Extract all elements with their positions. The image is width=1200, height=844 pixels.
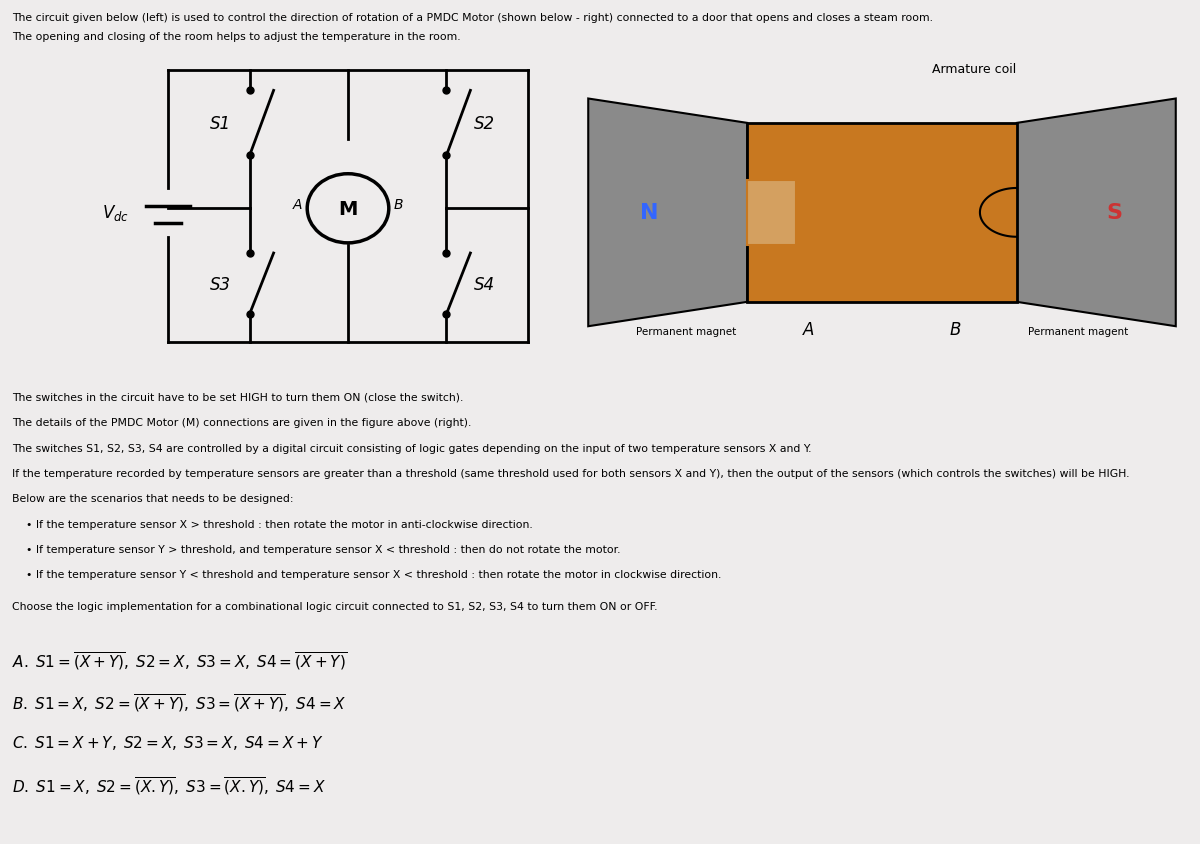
Text: $D.\;S1 = X,\;S2 = \overline{(X.Y)},\;S3 = \overline{(X.Y)},\;S4 = X$: $D.\;S1 = X,\;S2 = \overline{(X.Y)},\;S3… — [12, 775, 326, 798]
Text: The switches in the circuit have to be set HIGH to turn them ON (close the switc: The switches in the circuit have to be s… — [12, 392, 463, 403]
Text: A: A — [293, 198, 302, 212]
Polygon shape — [748, 181, 797, 246]
Text: M: M — [338, 199, 358, 219]
Text: The switches S1, S2, S3, S4 are controlled by a digital circuit consisting of lo: The switches S1, S2, S3, S4 are controll… — [12, 443, 811, 453]
Text: N: N — [640, 203, 659, 223]
Text: S2: S2 — [474, 115, 496, 133]
Text: • If temperature sensor Y > threshold, and temperature sensor X < threshold : th: • If temperature sensor Y > threshold, a… — [26, 544, 620, 555]
Text: A: A — [803, 321, 815, 338]
Polygon shape — [1016, 100, 1176, 327]
Text: B: B — [394, 198, 403, 212]
Polygon shape — [588, 100, 748, 327]
Text: Armature coil: Armature coil — [931, 62, 1016, 76]
Text: $V_{dc}$: $V_{dc}$ — [102, 203, 128, 223]
Text: S3: S3 — [210, 275, 232, 293]
Text: S4: S4 — [474, 275, 496, 293]
Text: The details of the PMDC Motor (M) connections are given in the figure above (rig: The details of the PMDC Motor (M) connec… — [12, 418, 472, 428]
Text: B: B — [949, 321, 961, 338]
Text: Permanent magnet: Permanent magnet — [636, 327, 737, 337]
Text: The circuit given below (left) is used to control the direction of rotation of a: The circuit given below (left) is used t… — [12, 13, 934, 23]
Polygon shape — [748, 124, 1016, 302]
Text: S: S — [1106, 203, 1122, 223]
Text: S1: S1 — [210, 115, 232, 133]
Text: • If the temperature sensor Y < threshold and temperature sensor X < threshold :: • If the temperature sensor Y < threshol… — [26, 570, 721, 580]
Text: Below are the scenarios that needs to be designed:: Below are the scenarios that needs to be… — [12, 494, 294, 504]
Text: $B.\;S1 = X,\;S2 = \overline{(X+Y)},\;S3 = \overline{(X+Y)},\;S4 = X$: $B.\;S1 = X,\;S2 = \overline{(X+Y)},\;S3… — [12, 691, 347, 714]
Text: Permanent magent: Permanent magent — [1027, 327, 1128, 337]
Text: $C.\;S1 = X+Y,\;S2 = X,\;S3 = X,\;S4 = X+Y$: $C.\;S1 = X+Y,\;S2 = X,\;S3 = X,\;S4 = X… — [12, 733, 324, 751]
Text: $A.\;S1 = \overline{(X+Y)},\;S2 = X,\;S3 = X,\;S4 = \overline{(X+Y)}$: $A.\;S1 = \overline{(X+Y)},\;S2 = X,\;S3… — [12, 650, 347, 672]
Text: If the temperature recorded by temperature sensors are greater than a threshold : If the temperature recorded by temperatu… — [12, 468, 1129, 479]
Text: The opening and closing of the room helps to adjust the temperature in the room.: The opening and closing of the room help… — [12, 32, 461, 42]
Text: • If the temperature sensor X > threshold : then rotate the motor in anti-clockw: • If the temperature sensor X > threshol… — [26, 519, 533, 529]
Text: Choose the logic implementation for a combinational logic circuit connected to S: Choose the logic implementation for a co… — [12, 602, 658, 612]
